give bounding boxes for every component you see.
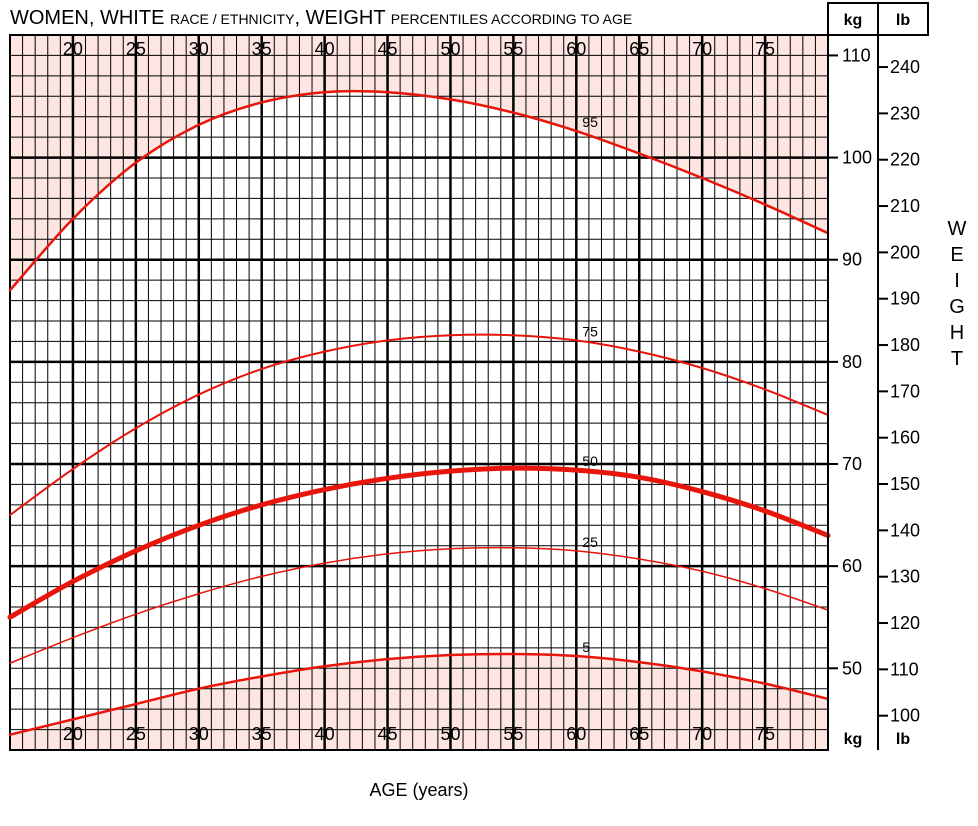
x-tick-bottom: 25 <box>126 724 146 744</box>
lb-tick-label: 160 <box>890 428 920 448</box>
x-tick-bottom: 75 <box>755 724 775 744</box>
kg-tick-label: 90 <box>842 250 862 270</box>
x-tick-top: 70 <box>692 39 712 59</box>
x-tick-bottom: 55 <box>503 724 523 744</box>
percentile-chart: 5 25 50 75 95 WOMEN, WHITE RACE / ETHNICITY, … <box>0 0 978 826</box>
x-axis-label: AGE (years) <box>369 780 468 800</box>
x-tick-bottom: 40 <box>315 724 335 744</box>
lb-tick-label: 140 <box>890 520 920 540</box>
lb-tick-label: 210 <box>890 196 920 216</box>
lb-tick-label: 100 <box>890 706 920 726</box>
kg-label-bottom: kg <box>844 731 863 748</box>
chart-container: 5 25 50 75 95 WOMEN, WHITE RACE / ETHNICITY, … <box>0 0 978 826</box>
lb-tick-label: 150 <box>890 474 920 494</box>
lb-tick-label: 180 <box>890 335 920 355</box>
lb-tick-label: 110 <box>890 659 919 679</box>
x-tick-bottom: 35 <box>252 724 272 744</box>
x-tick-top: 40 <box>315 39 335 59</box>
label-p75: 75 <box>582 323 598 339</box>
x-tick-bottom: 60 <box>566 724 586 744</box>
x-tick-top: 65 <box>629 39 649 59</box>
weight-vertical-label: I <box>954 270 962 292</box>
chart-title: WOMEN, WHITE RACE / ETHNICITY, WEIGHT PE… <box>10 7 632 29</box>
weight-vertical-label: T <box>951 348 965 370</box>
x-tick-top: 60 <box>566 39 586 59</box>
x-tick-bottom: 20 <box>63 724 83 744</box>
x-tick-top: 45 <box>378 39 398 59</box>
x-tick-top: 25 <box>126 39 146 59</box>
kg-tick-label: 70 <box>842 454 862 474</box>
kg-tick-label: 50 <box>842 658 862 678</box>
lb-tick-label: 230 <box>890 103 920 123</box>
x-tick-bottom: 65 <box>629 724 649 744</box>
lb-tick-label: 240 <box>890 57 920 77</box>
x-tick-top: 20 <box>63 39 83 59</box>
label-p50: 50 <box>582 453 598 469</box>
kg-tick-label: 100 <box>842 148 872 168</box>
weight-vertical-label: W <box>948 218 969 240</box>
lb-tick-label: 190 <box>890 289 920 309</box>
weight-vertical-label: G <box>949 296 967 318</box>
lb-tick-label: 120 <box>890 613 920 633</box>
kg-tick-label: 110 <box>842 45 871 65</box>
lb-tick-label: 170 <box>890 381 920 401</box>
x-tick-top: 35 <box>252 39 272 59</box>
lb-tick-label: 220 <box>890 150 920 170</box>
lb-label-bottom: lb <box>896 731 910 748</box>
x-tick-top: 50 <box>440 39 460 59</box>
weight-vertical-label: E <box>950 244 965 266</box>
x-tick-top: 55 <box>503 39 523 59</box>
label-p95: 95 <box>582 114 598 130</box>
lb-header-top: lb <box>896 12 910 29</box>
x-tick-bottom: 30 <box>189 724 209 744</box>
weight-vertical-label: H <box>950 322 966 344</box>
curve-p50 <box>10 468 828 617</box>
x-tick-top: 75 <box>755 39 775 59</box>
lb-tick-label: 200 <box>890 242 920 262</box>
lb-tick-label: 130 <box>890 567 920 587</box>
kg-tick-label: 80 <box>842 352 862 372</box>
x-tick-bottom: 50 <box>440 724 460 744</box>
label-p25: 25 <box>582 534 598 550</box>
label-p5: 5 <box>582 639 590 655</box>
kg-tick-label: 60 <box>842 556 862 576</box>
shaded-above-p95 <box>10 35 828 290</box>
x-tick-top: 30 <box>189 39 209 59</box>
x-tick-bottom: 70 <box>692 724 712 744</box>
kg-header-top: kg <box>844 12 863 29</box>
x-tick-bottom: 45 <box>378 724 398 744</box>
